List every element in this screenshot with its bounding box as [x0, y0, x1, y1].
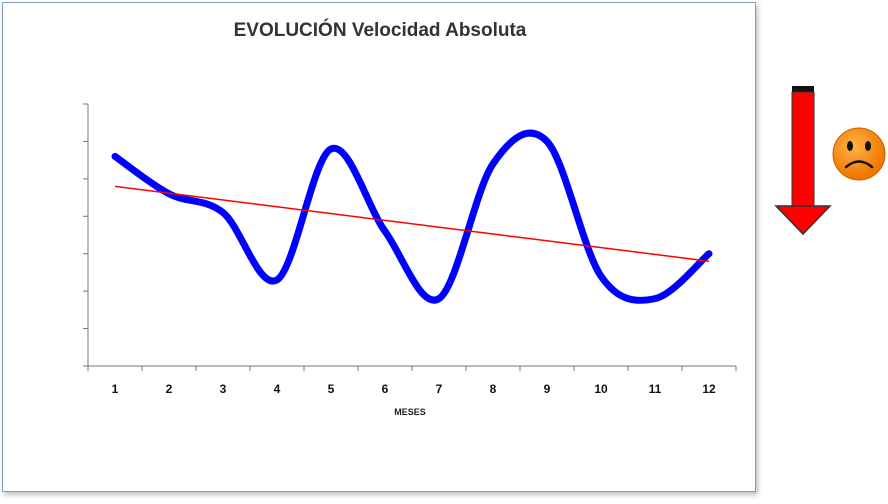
x-tick-label: 8 — [490, 382, 497, 396]
x-tick-labels: 1 2 3 4 5 6 7 8 9 10 11 12 — [112, 382, 716, 396]
x-tick-label: 2 — [166, 382, 173, 396]
x-tick-label: 6 — [382, 382, 389, 396]
x-axis-title: MESES — [394, 407, 426, 417]
x-tick-label: 4 — [274, 382, 281, 396]
series-line — [111, 129, 713, 304]
trend-line — [114, 185, 710, 262]
x-tick-label: 5 — [328, 382, 335, 396]
x-tick-label: 10 — [594, 382, 608, 396]
x-tick-label: 12 — [702, 382, 716, 396]
chart-frame — [2, 2, 756, 492]
x-tick-label: 3 — [220, 382, 227, 396]
chart-axes — [83, 103, 737, 371]
x-tick-label: 7 — [436, 382, 443, 396]
x-tick-label: 9 — [544, 382, 551, 396]
chart-title: EVOLUCIÓN Velocidad Absoluta — [233, 20, 527, 41]
down-arrow-icon — [774, 86, 832, 236]
series-layer — [111, 129, 713, 304]
sad-face-icon — [832, 127, 886, 181]
x-tick-label: 1 — [112, 382, 119, 396]
x-tick-label: 11 — [649, 382, 662, 396]
line-chart: 1 2 3 4 5 6 7 8 9 10 11 12 MESES — [83, 103, 737, 417]
